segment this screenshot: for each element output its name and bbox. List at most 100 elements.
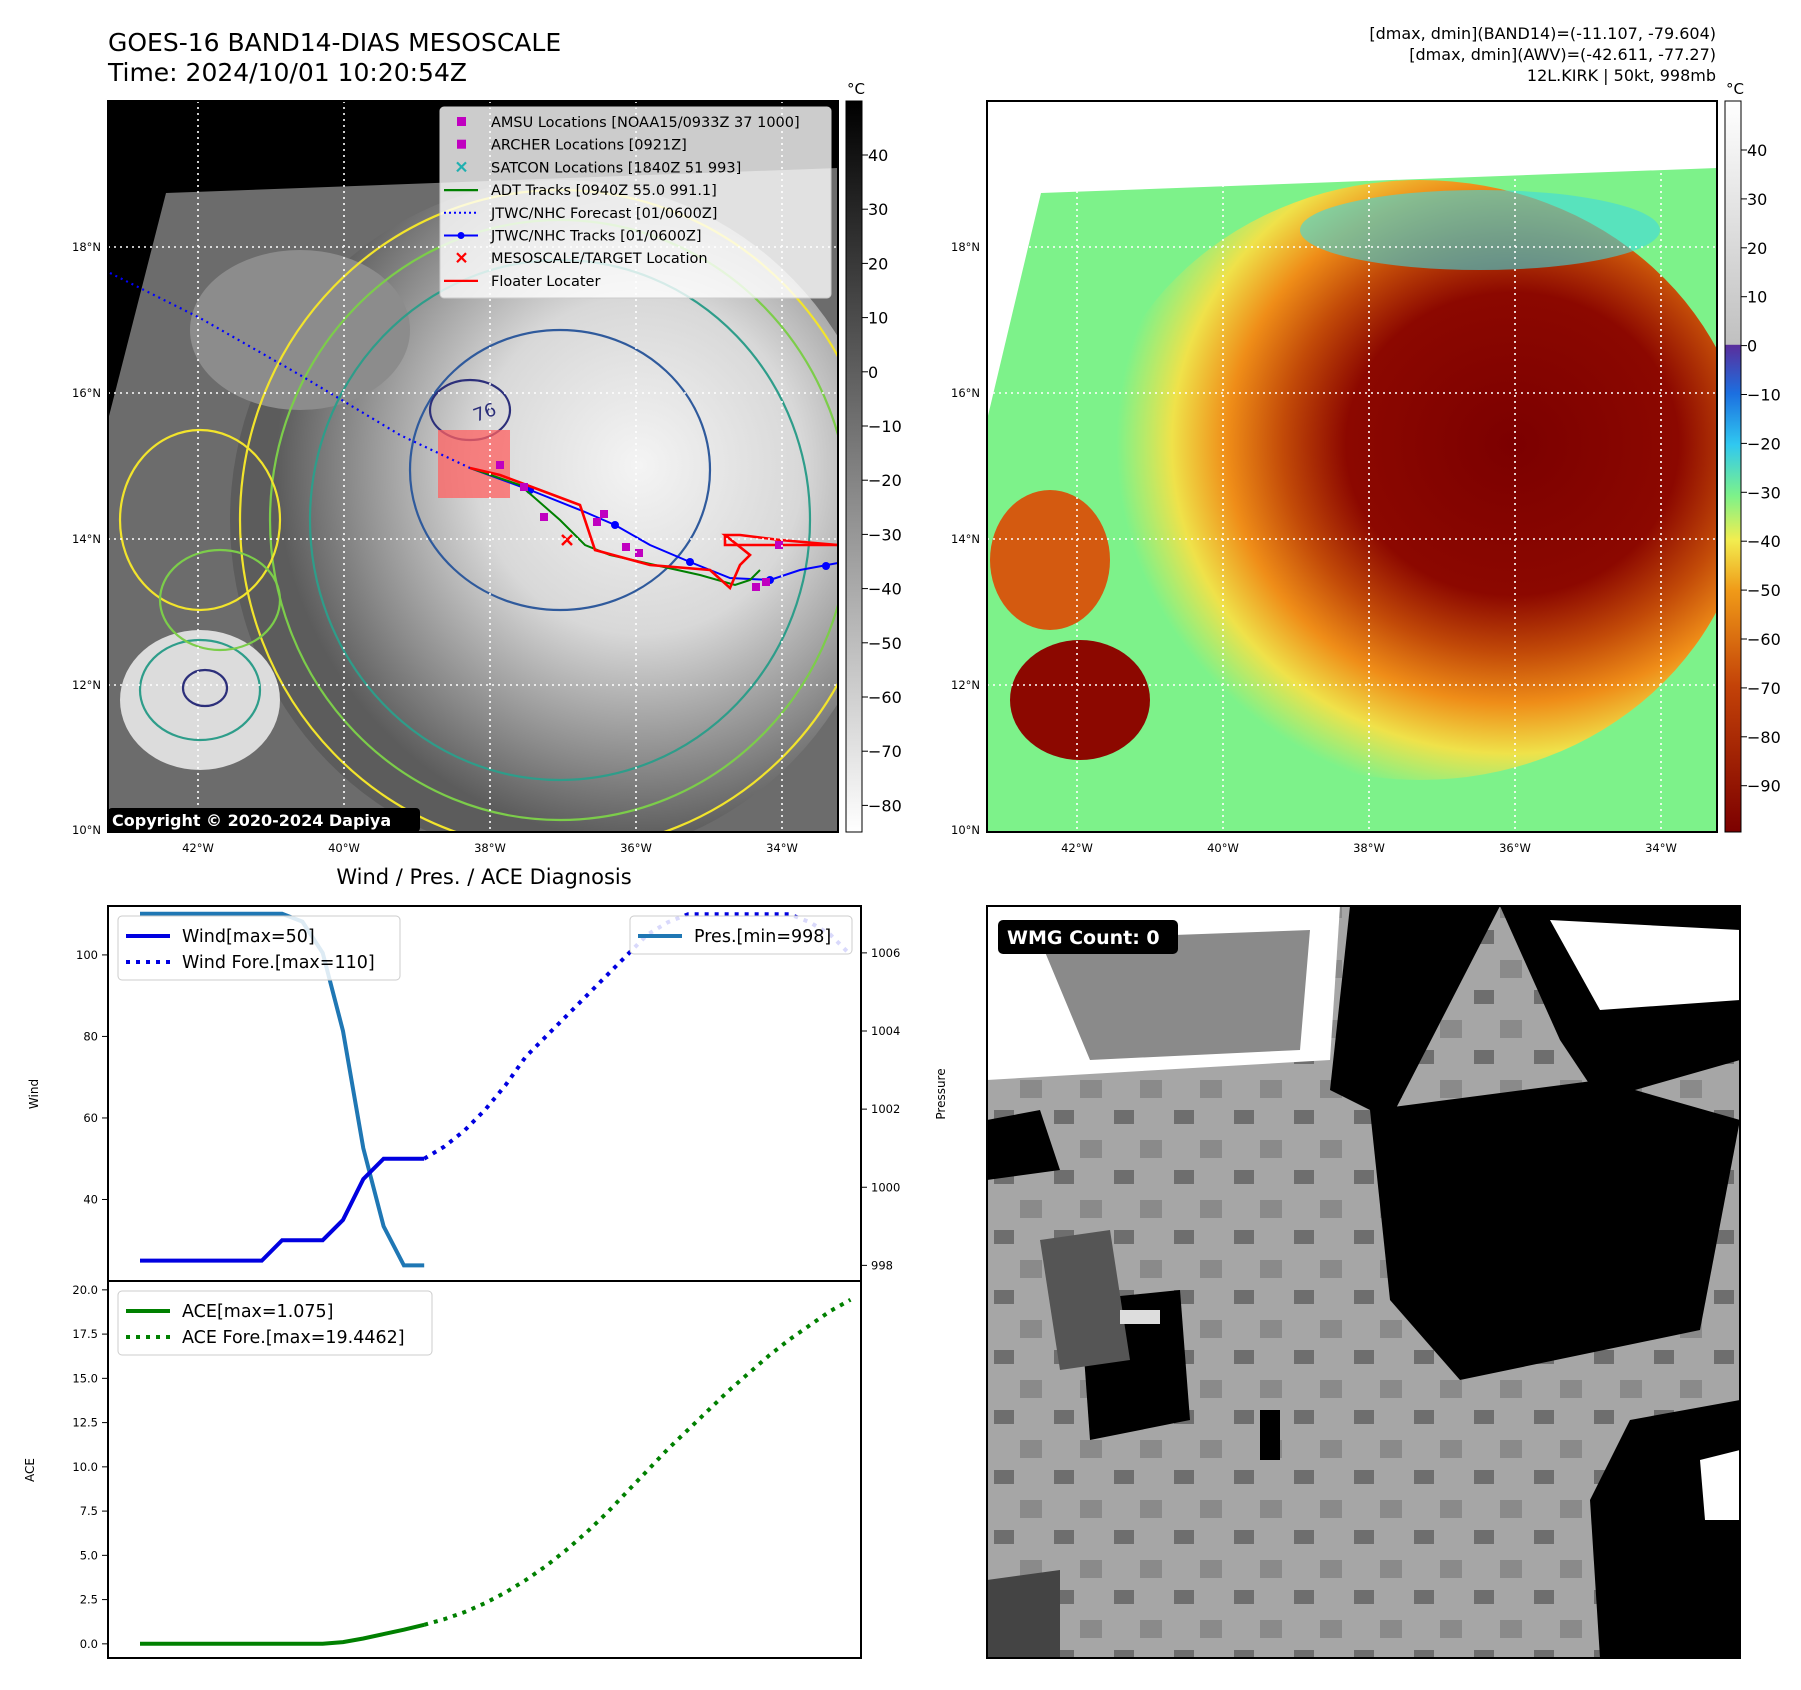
lon-tick-label: 42°W	[1061, 841, 1093, 855]
legend-entry: MESOSCALE/TARGET Location	[456, 251, 708, 267]
y-tick-label: 0.0	[80, 1637, 98, 1651]
pressure-axis-label: Pressure	[934, 1068, 948, 1119]
lon-tick-label: 34°W	[766, 841, 798, 855]
colorbar-tick-label: 0	[1747, 337, 1757, 356]
lon-tick-label: 42°W	[182, 841, 214, 855]
y-tick-label: 998	[871, 1258, 893, 1272]
colorbar-tick-label: 10	[1747, 288, 1767, 307]
ace-axis-label: ACE	[23, 1458, 37, 1482]
lat-tick-label: 18°N	[951, 240, 980, 254]
diagnosis-title: Wind / Pres. / ACE Diagnosis	[336, 865, 631, 889]
colorbar-tick-label: −20	[868, 471, 902, 490]
lat-tick-label: 14°N	[951, 532, 980, 546]
legend-label: JTWC/NHC Forecast [01/0600Z]	[490, 206, 717, 222]
colorbar-tick-label: 40	[868, 146, 888, 165]
info-band14: [dmax, dmin](BAND14)=(-11.107, -79.604)	[1369, 24, 1716, 43]
series-line	[140, 911, 425, 1268]
floater-track	[469, 466, 838, 591]
legend-entry: Floater Locater	[444, 274, 600, 290]
plot-legend	[117, 915, 401, 981]
copyright-badge	[108, 808, 420, 832]
y-tick-label: 20.0	[72, 1283, 98, 1297]
dias-gridlines	[987, 101, 1717, 832]
colorbar-tick-label: 30	[868, 200, 888, 219]
y-tick-label: 1006	[871, 946, 900, 960]
y-tick-label: 60	[83, 1111, 98, 1125]
y-tick-label: 1002	[871, 1102, 900, 1116]
lat-tick-label: 18°N	[72, 240, 101, 254]
plot-legend	[629, 915, 853, 955]
legend-marker-square	[457, 117, 466, 126]
y-tick-label: 1004	[871, 1024, 900, 1038]
legend-label: SATCON Locations [1840Z 51 993]	[491, 160, 741, 176]
y-tick-label: 7.5	[80, 1504, 98, 1518]
plot-legend-label: Pres.[min=998]	[694, 927, 831, 947]
colorbar-tick-label: 40	[1747, 141, 1767, 160]
plot-legend-label: Wind[max=50]	[182, 927, 315, 947]
lat-tick-label: 10°N	[72, 823, 101, 837]
colorbar-tick-label: 10	[868, 309, 888, 328]
legend-entry: ADT Tracks [0940Z 55.0 991.1]	[444, 183, 717, 199]
colorbar-tick-label: −80	[1747, 728, 1781, 747]
legend-entry: JTWC/NHC Tracks [01/0600Z]	[444, 229, 702, 245]
y-tick-label: 100	[76, 948, 98, 962]
y-tick-label: 12.5	[72, 1416, 98, 1430]
wmg-badge	[998, 920, 1178, 954]
colorbar-tick-label: −90	[1747, 777, 1781, 796]
y-tick-label: 40	[83, 1192, 98, 1206]
lon-tick-label: 36°W	[1499, 841, 1531, 855]
lon-tick-label: 38°W	[474, 841, 506, 855]
colorbar-tick-label: −10	[868, 417, 902, 436]
colorbar-tick-label: −10	[1747, 386, 1781, 405]
wind-pressure-panel: 40 60 80 100 998 1000 1002 1004 1006 Wind[max=50]…	[27, 905, 948, 1282]
colorbar-tick-label: −30	[1747, 483, 1781, 502]
legend-marker-dot	[457, 232, 465, 239]
dias-colorbar: °C 40 30 20 10 0 −10 −20 −30 −40 −50 −60 −70 −80 −90	[1724, 80, 1781, 833]
ir-colorbar-unit: °C	[847, 80, 865, 98]
legend-label: JTWC/NHC Tracks [01/0600Z]	[490, 229, 702, 245]
colorbar-tick-label: −60	[868, 688, 902, 707]
legend-entry: SATCON Locations [1840Z 51 993]	[456, 160, 741, 176]
y-tick-label: 2.5	[80, 1593, 98, 1607]
lon-tick-label: 40°W	[1207, 841, 1239, 855]
lat-tick-label: 16°N	[72, 386, 101, 400]
colorbar-tick-label: −50	[868, 634, 902, 653]
dias-colorbar-unit: °C	[1726, 80, 1744, 98]
y-tick-label: 17.5	[72, 1327, 98, 1341]
legend-marker-x	[456, 161, 467, 173]
colorbar-tick-label: −40	[1747, 532, 1781, 551]
colorbar-tick-label: −30	[868, 525, 902, 544]
figure-title: GOES-16 BAND14-DIAS MESOSCALE	[108, 28, 561, 57]
y-tick-label: 1000	[871, 1180, 900, 1194]
lat-tick-label: 12°N	[72, 678, 101, 692]
colorbar-tick-label: −50	[1747, 581, 1781, 600]
lon-tick-label: 36°W	[620, 841, 652, 855]
legend-entry: AMSU Locations [NOAA15/0933Z 37 1000]	[457, 115, 800, 131]
dias-map	[986, 100, 1718, 833]
colorbar-tick-label: −80	[868, 796, 902, 815]
y-tick-label: 5.0	[80, 1548, 98, 1562]
colorbar-tick-label: −70	[868, 742, 902, 761]
map-legend: AMSU Locations [NOAA15/0933Z 37 1000] ARC…	[439, 106, 832, 299]
info-storm: 12L.KIRK | 50kt, 998mb	[1527, 66, 1716, 85]
lat-tick-label: 14°N	[72, 532, 101, 546]
legend-label: Floater Locater	[491, 274, 600, 290]
legend-label: ARCHER Locations [0921Z]	[491, 138, 687, 154]
info-awv: [dmax, dmin](AWV)=(-42.611, -77.27)	[1409, 45, 1716, 64]
forecast-track	[109, 272, 471, 469]
copyright-text: Copyright © 2020-2024 Dapiya	[112, 811, 391, 830]
plot-legend-label: ACE[max=1.075]	[182, 1302, 333, 1322]
legend-marker-square	[457, 139, 466, 149]
lat-tick-label: 10°N	[951, 823, 980, 837]
figure-time: Time: 2024/10/01 10:20:54Z	[107, 58, 467, 87]
plot-legend-label: Wind Fore.[max=110]	[182, 953, 375, 973]
lon-tick-label: 38°W	[1353, 841, 1385, 855]
colorbar-tick-label: 20	[868, 254, 888, 273]
lat-tick-label: 12°N	[951, 678, 980, 692]
colorbar-tick-label: −40	[868, 580, 902, 599]
ir-colorbar: °C 40 30 20 10 0 −10 −20 −30 −40 −50 −60 −70 −80	[845, 80, 902, 833]
legend-entry: ARCHER Locations [0921Z]	[457, 138, 687, 154]
wind-axis-label: Wind	[27, 1079, 41, 1109]
wmg-panel: WMG Count: 0	[986, 905, 1741, 1659]
